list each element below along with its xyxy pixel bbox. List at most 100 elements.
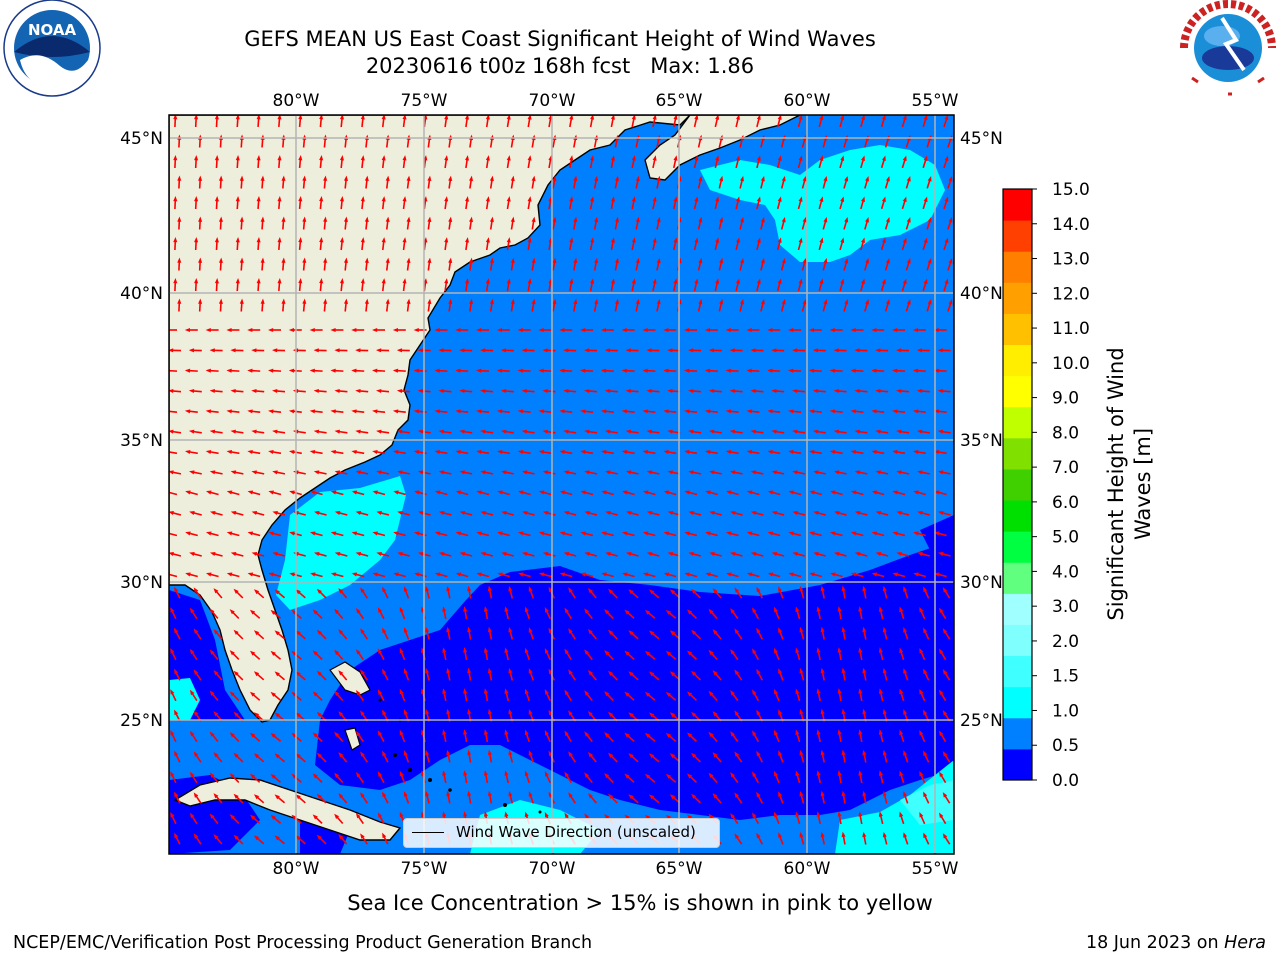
wave-arrow-head: [712, 752, 718, 758]
wave-arrow-head: [642, 409, 648, 414]
colorbar-tick-label: 2.0: [1052, 632, 1079, 652]
wave-arrow-head: [704, 450, 711, 455]
wave-arrow-head: [840, 196, 845, 202]
wave-arrow-head: [663, 409, 669, 414]
lon-tick-bottom: 65°W: [656, 859, 703, 879]
wave-arrow-head: [912, 450, 919, 455]
wave-arrow-head: [698, 175, 703, 182]
wave-arrow-head: [485, 278, 490, 284]
wave-arrow-head: [944, 155, 949, 162]
wave-arrow-head: [564, 648, 569, 655]
wave-arrow-head: [496, 368, 503, 373]
wave-arrow-head: [938, 648, 944, 655]
wave-arrow-head: [268, 327, 274, 333]
wave-arrow-head: [788, 327, 794, 333]
wave-arrow-head: [531, 175, 536, 182]
wave-arrow-head: [251, 470, 257, 475]
wave-arrow-head: [528, 668, 533, 674]
wave-arrow-head: [663, 490, 670, 495]
wave-arrow-head: [899, 729, 904, 736]
wave-arrow-head: [788, 531, 794, 536]
wave-arrow-head: [247, 327, 253, 333]
wave-arrow-head: [802, 175, 807, 182]
wave-arrow-head: [777, 237, 782, 243]
wave-arrow-head: [580, 409, 586, 414]
wave-arrow-head: [249, 732, 256, 738]
wave-arrow-head: [483, 688, 488, 694]
wave-arrow-head: [455, 368, 461, 373]
wave-arrow-head: [274, 753, 280, 759]
wave-arrow-head: [625, 552, 632, 556]
wave-arrow-head: [906, 257, 911, 264]
wave-arrow-head: [881, 155, 886, 162]
wave-arrow-head: [688, 552, 694, 556]
wave-arrow-head: [746, 368, 752, 373]
wave-arrow-head: [752, 730, 757, 736]
wave-arrow-head: [402, 155, 407, 161]
wave-arrow-head: [559, 327, 565, 333]
wave-arrow-head: [528, 750, 533, 756]
wave-arrow-head: [270, 691, 276, 697]
wave-arrow-head: [942, 587, 948, 593]
wave-arrow-head: [319, 278, 324, 284]
wave-arrow-head: [444, 237, 449, 243]
wave-arrow-head: [938, 730, 944, 737]
wave-arrow-head: [878, 770, 883, 776]
wave-arrow-head: [829, 409, 836, 414]
wave-arrow-head: [829, 327, 835, 333]
wave-arrow-head: [584, 552, 590, 556]
wave-arrow-head: [396, 388, 403, 394]
wave-arrow-head: [480, 348, 486, 353]
wave-arrow-head: [174, 791, 179, 798]
wave-arrow-head: [912, 327, 919, 333]
wave-arrow-head: [590, 115, 595, 120]
lon-tick-bottom: 55°W: [912, 859, 959, 879]
wave-arrow-head: [253, 753, 260, 759]
wave-arrow-head: [510, 298, 515, 305]
wave-arrow-head: [425, 749, 430, 756]
wave-arrow-head: [312, 609, 318, 615]
wave-arrow-head: [330, 409, 336, 414]
wave-arrow-head: [289, 531, 295, 536]
wave-arrow-head: [625, 470, 632, 475]
wave-arrow-head: [820, 831, 825, 838]
wave-arrow-head: [802, 257, 807, 264]
wave-arrow-head: [608, 588, 614, 594]
wave-arrow-head: [684, 409, 690, 414]
wave-arrow-head: [820, 667, 825, 674]
wave-arrow-head: [397, 552, 403, 556]
wave-arrow-head: [218, 257, 223, 263]
wave-arrow-head: [610, 237, 615, 243]
wave-arrow-head: [483, 647, 488, 653]
wave-arrow-head: [249, 650, 256, 656]
wave-arrow-head: [455, 327, 461, 333]
colorbar: [1003, 189, 1032, 781]
wave-arrow-head: [746, 490, 753, 495]
wave-arrow-head: [752, 771, 757, 777]
wave-arrow-head: [413, 572, 420, 577]
wave-arrow-head: [302, 175, 307, 181]
wave-arrow-head: [580, 327, 586, 333]
wave-arrow-head: [396, 429, 403, 434]
wave-arrow-head: [809, 531, 815, 536]
wave-arrow-head: [425, 708, 430, 715]
wave-arrow-head: [858, 729, 863, 735]
wave-arrow-head: [247, 450, 253, 455]
wave-arrow-head: [319, 155, 324, 161]
wave-arrow-head: [521, 348, 527, 353]
wave-arrow-head: [899, 770, 904, 777]
wave-arrow-head: [734, 792, 739, 798]
wave-arrow-head: [351, 368, 357, 373]
wave-arrow-head: [705, 531, 711, 536]
wave-arrow-head: [730, 608, 735, 614]
wave-arrow-head: [734, 628, 739, 634]
wave-arrow-head: [712, 793, 718, 799]
wave-arrow: [169, 532, 178, 537]
wave-arrow-head: [621, 490, 628, 495]
wave-arrow-head: [902, 115, 907, 121]
wave-arrow-head: [277, 237, 282, 243]
wave-arrow-head: [760, 216, 765, 223]
wave-arrow-head: [351, 531, 358, 536]
wave-arrow-head: [734, 710, 739, 716]
wave-arrow-head: [756, 709, 761, 716]
